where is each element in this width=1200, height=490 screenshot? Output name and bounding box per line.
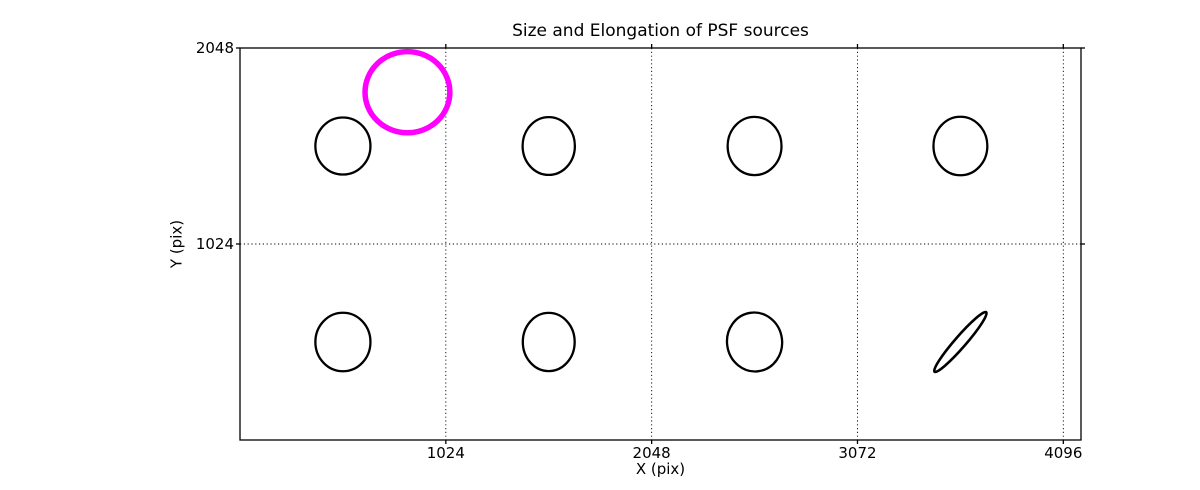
y-tick-label: 1024	[195, 235, 234, 253]
psf-ellipse	[314, 116, 372, 176]
chart-title: Size and Elongation of PSF sources	[512, 21, 809, 41]
psf-ellipse	[521, 115, 577, 177]
x-tick-label: 3072	[838, 444, 877, 462]
psf-ellipse	[314, 311, 372, 373]
x-tick-label: 4096	[1044, 444, 1083, 462]
psf-ellipse	[932, 115, 989, 177]
psf-ellipse	[932, 310, 988, 374]
psf-ellipse	[725, 311, 784, 373]
x-tick-label: 1024	[426, 444, 465, 462]
psf-ellipse	[726, 115, 783, 177]
x-axis-label: X (pix)	[635, 460, 686, 478]
psf-ellipse	[521, 311, 576, 373]
highlight-circle	[362, 48, 453, 136]
x-tick-label: 2048	[632, 444, 671, 462]
y-tick-label: 2048	[195, 39, 234, 57]
